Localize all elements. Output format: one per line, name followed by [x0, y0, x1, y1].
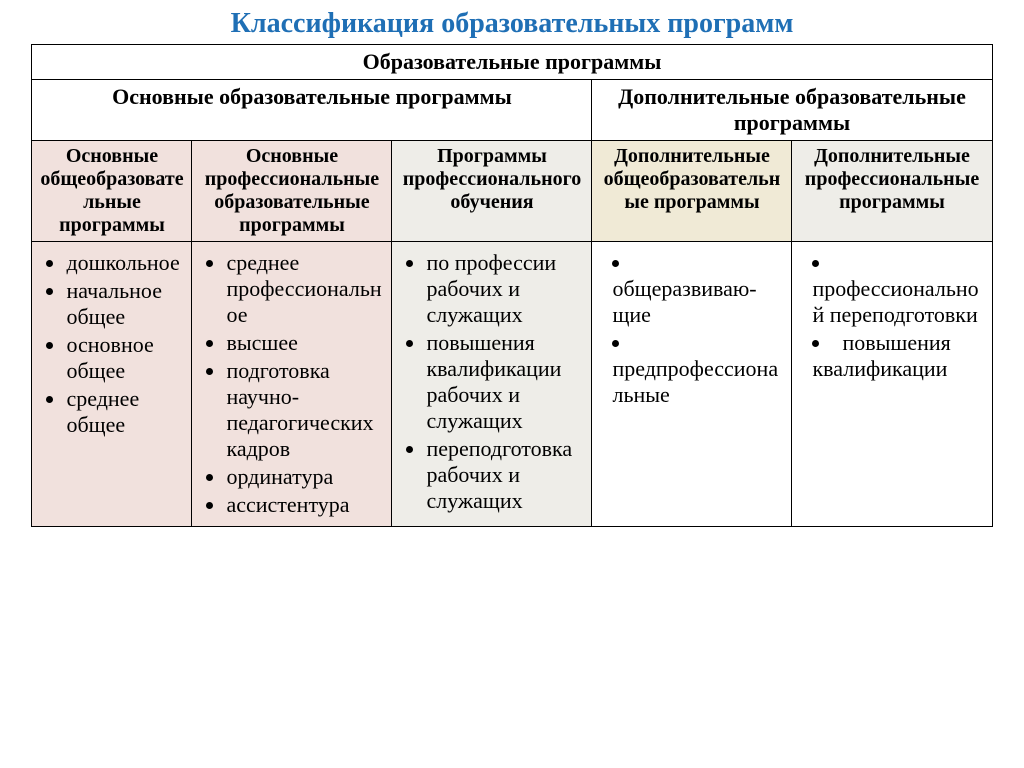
header-row-3: Основные общеобразовательные программы О… [32, 141, 992, 242]
list-item: среднее профессиональное [226, 250, 385, 328]
list-item: предпрофессиональные [612, 330, 785, 408]
header-additional-programs: Дополнительные образовательные программы [592, 80, 992, 141]
list-item: среднее общее [66, 386, 185, 438]
header-row-1: Образовательные программы [32, 45, 992, 80]
header-row-2: Основные образовательные программы Допол… [32, 80, 992, 141]
list-3: общеразвиваю-щиепредпрофессиональные [598, 250, 785, 408]
list-item: ассистентура [226, 492, 385, 518]
header-all-programs: Образовательные программы [32, 45, 992, 80]
list-item: основное общее [66, 332, 185, 384]
body-cell-4: профессиональной переподготовкиповышения… [792, 242, 992, 527]
list-1: среднее профессиональноевысшееподготовка… [198, 250, 385, 518]
page-title: Классификация образовательных программ [0, 0, 1024, 44]
body-cell-0: дошкольноеначальное общееосновное общеес… [32, 242, 192, 527]
colhead-4: Дополнительные профессиональные программ… [792, 141, 992, 242]
colhead-0: Основные общеобразовательные программы [32, 141, 192, 242]
list-item: начальное общее [66, 278, 185, 330]
list-item: по профессии рабочих и служащих [426, 250, 585, 328]
list-0: дошкольноеначальное общееосновное общеес… [38, 250, 185, 438]
list-item: повышения квалификации [812, 330, 985, 382]
header-main-programs: Основные образовательные программы [32, 80, 592, 141]
list-item: повышения квалификации рабочих и служащи… [426, 330, 585, 434]
colhead-2: Программы профессионального обучения [392, 141, 592, 242]
list-item: высшее [226, 330, 385, 356]
list-item: ординатура [226, 464, 385, 490]
list-4: профессиональной переподготовкиповышения… [798, 250, 985, 382]
colhead-1: Основные профессиональные образовательны… [192, 141, 392, 242]
body-cell-2: по профессии рабочих и служащихповышения… [392, 242, 592, 527]
body-row: дошкольноеначальное общееосновное общеес… [32, 242, 992, 527]
list-2: по профессии рабочих и служащихповышения… [398, 250, 585, 514]
list-item: общеразвиваю-щие [612, 250, 785, 328]
classification-table: Образовательные программы Основные образ… [31, 44, 992, 527]
list-item: профессиональной переподготовки [812, 250, 985, 328]
body-cell-1: среднее профессиональноевысшееподготовка… [192, 242, 392, 527]
list-item: подготовка научно-педагогических кадров [226, 358, 385, 462]
body-cell-3: общеразвиваю-щиепредпрофессиональные [592, 242, 792, 527]
list-item: переподготовка рабочих и служащих [426, 436, 585, 514]
colhead-3: Дополнительные общеобразовательные прогр… [592, 141, 792, 242]
list-item: дошкольное [66, 250, 185, 276]
